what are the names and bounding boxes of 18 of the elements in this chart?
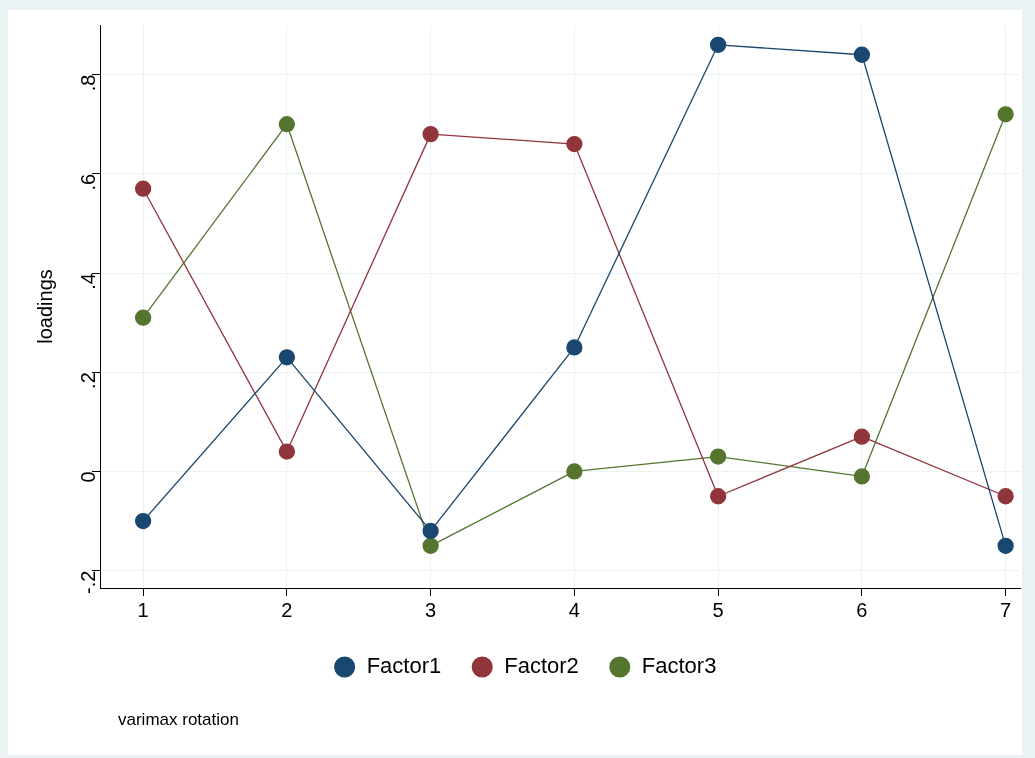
x-tick-label: 7	[1000, 598, 1012, 621]
y-tick-label: 0	[76, 471, 99, 483]
y-tick-label: .8	[76, 74, 99, 92]
y-tick-label: .6	[76, 173, 99, 191]
x-tick-label: 6	[856, 598, 868, 621]
legend-label: Factor1	[366, 653, 442, 679]
y-tick-label: -.2	[76, 570, 99, 594]
y-axis-title: loadings	[33, 269, 56, 344]
x-tick-label: 4	[568, 598, 580, 621]
x-tick-label: 5	[712, 598, 724, 621]
x-tick-label: 2	[281, 598, 293, 621]
y-tick-label: .4	[76, 273, 99, 290]
text: varimax rotation	[118, 710, 239, 730]
x-tick-label: 3	[425, 598, 437, 621]
legend-label: Factor2	[504, 653, 579, 679]
y-tick-label: .2	[76, 372, 99, 389]
legend-label: Factor3	[641, 653, 717, 679]
x-tick-label: 1	[137, 598, 149, 621]
